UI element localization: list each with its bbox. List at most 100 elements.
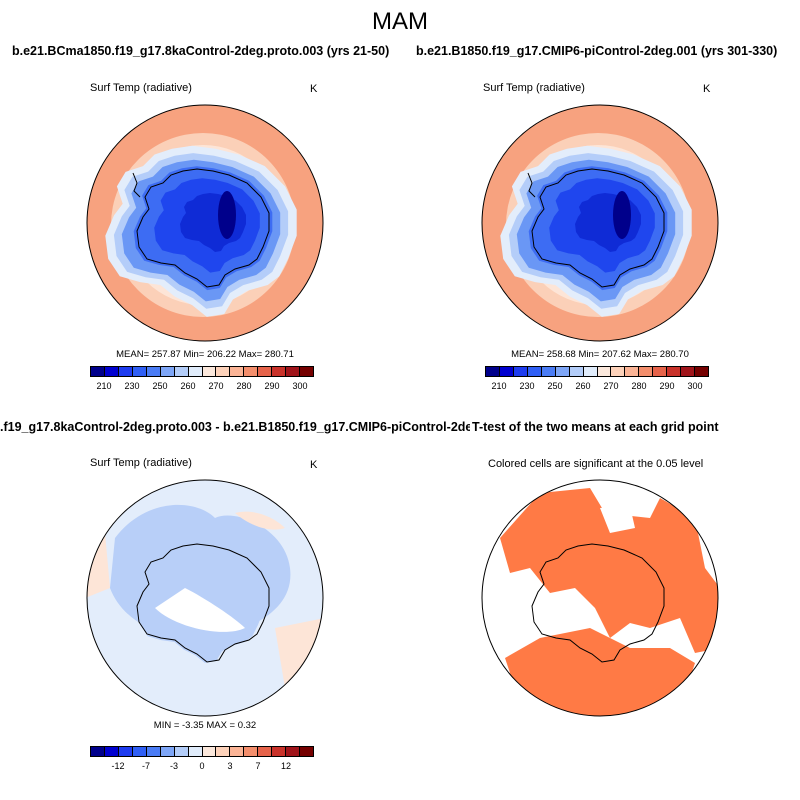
panel3-stats: MIN = -3.35 MAX = 0.32 (153, 720, 257, 731)
gap-cell (600, 506, 635, 533)
colorbar-tick-label: 0 (199, 761, 205, 771)
colorbar-swatch (597, 367, 612, 376)
colorbar-swatch (174, 367, 189, 376)
colorbar-tick-label: 230 (519, 381, 535, 391)
panel1-stats: MEAN= 257.87 Min= 206.22 Max= 280.71 (116, 349, 294, 360)
map-field (87, 480, 323, 716)
colorbar-swatch (486, 367, 500, 376)
colorbar-tick-label: 280 (236, 381, 252, 391)
colorbar-swatch (541, 367, 556, 376)
colorbar-tick-label: 250 (547, 381, 563, 391)
panel1-units: K (310, 83, 318, 95)
colorbar-swatch (611, 367, 626, 376)
coastline (531, 168, 665, 288)
panel2-units: K (703, 83, 711, 95)
colorbar-swatch (258, 747, 273, 756)
panel3-units: K (310, 459, 318, 471)
significant-cells-south (505, 628, 695, 716)
map-boundary (86, 479, 324, 717)
colorbar-swatch (104, 367, 119, 376)
colorbar-swatch (188, 747, 203, 756)
colorbar-swatch (625, 367, 640, 376)
colorbar-swatch (244, 747, 259, 756)
coastline (136, 168, 270, 288)
colorbar-swatch (146, 367, 161, 376)
colorbar-tick-label: 270 (603, 381, 619, 391)
panel3-title: .f19_g17.8kaControl-2deg.proto.003 - b.e… (0, 420, 470, 434)
coastline (136, 543, 270, 663)
colorbar-swatch (132, 367, 147, 376)
colorbar-swatch (202, 367, 217, 376)
colorbar-swatch (160, 367, 175, 376)
colorbar-tick-label: 290 (264, 381, 280, 391)
colorbar-swatch (188, 367, 203, 376)
map-field (482, 105, 718, 341)
colorbar-tick-label: 290 (659, 381, 675, 391)
colorbar-swatch (667, 367, 682, 376)
map-field (482, 480, 718, 716)
map-boundary (481, 479, 719, 717)
colorbar-swatch (555, 367, 570, 376)
diff-near-zero (155, 588, 245, 632)
panel3-colorbar-ticks: -12 -7 -3 0 3 7 12 (90, 761, 314, 773)
colorbar-swatch (104, 747, 119, 756)
map-field (87, 105, 323, 341)
figure-title: MAM (372, 8, 428, 35)
colorbar-swatch (91, 747, 105, 756)
colorbar-swatch (202, 747, 217, 756)
panel4-title: T-test of the two means at each grid poi… (472, 420, 719, 434)
coastline (531, 543, 665, 663)
panel1-title: b.e21.BCma1850.f19_g17.8kaControl-2deg.p… (12, 44, 390, 58)
panel2-map (481, 104, 719, 342)
panel2-colorbar-ticks: 210 230 250 260 270 280 290 300 (485, 381, 709, 393)
colorbar-swatch (216, 367, 231, 376)
panel2-variable: Surf Temp (radiative) (483, 82, 585, 94)
panel4-map (481, 479, 719, 717)
colorbar-tick-label: -12 (111, 761, 125, 771)
colorbar-tick-label: 280 (631, 381, 647, 391)
colorbar-swatch (91, 367, 105, 376)
panel4-subtitle: Colored cells are significant at the 0.0… (488, 458, 704, 470)
colorbar-swatch (527, 367, 542, 376)
colorbar-tick-label: -3 (169, 761, 179, 771)
coldest-core (613, 191, 631, 239)
colorbar-swatch (216, 747, 231, 756)
coldest-core (218, 191, 236, 239)
panel3-colorbar (90, 746, 314, 757)
significant-cells-north (500, 488, 718, 653)
colorbar-tick-label: -7 (141, 761, 151, 771)
colorbar-tick-label: 7 (255, 761, 261, 771)
peninsula-tip (527, 172, 536, 198)
colorbar-swatch (118, 747, 133, 756)
colorbar-swatch (681, 367, 696, 376)
colorbar-swatch (118, 367, 133, 376)
colorbar-tick-label: 260 (180, 381, 196, 391)
panel3-variable: Surf Temp (radiative) (90, 457, 192, 469)
colorbar-swatch (513, 367, 528, 376)
panel1-map (86, 104, 324, 342)
colorbar-swatch (132, 747, 147, 756)
colorbar-swatch (174, 747, 189, 756)
panel1-colorbar (90, 366, 314, 377)
colorbar-swatch (300, 747, 313, 756)
map-boundary (481, 104, 719, 342)
panel1-variable: Surf Temp (radiative) (90, 82, 192, 94)
peninsula-tip (132, 172, 141, 198)
panel1-colorbar-ticks: 210 230 250 260 270 280 290 300 (90, 381, 314, 393)
colorbar-tick-label: 260 (575, 381, 591, 391)
colorbar-swatch (286, 367, 301, 376)
colorbar-tick-label: 230 (124, 381, 140, 391)
colorbar-swatch (695, 367, 708, 376)
colorbar-swatch (583, 367, 598, 376)
colorbar-swatch (286, 747, 301, 756)
colorbar-swatch (272, 747, 287, 756)
colorbar-swatch (653, 367, 668, 376)
colorbar-swatch (146, 747, 161, 756)
colorbar-swatch (569, 367, 584, 376)
colorbar-tick-label: 210 (96, 381, 112, 391)
colorbar-swatch (230, 367, 245, 376)
colorbar-tick-label: 12 (280, 761, 292, 771)
colorbar-swatch (160, 747, 175, 756)
colorbar-swatch (272, 367, 287, 376)
diff-warm-patch-ne (235, 511, 285, 530)
